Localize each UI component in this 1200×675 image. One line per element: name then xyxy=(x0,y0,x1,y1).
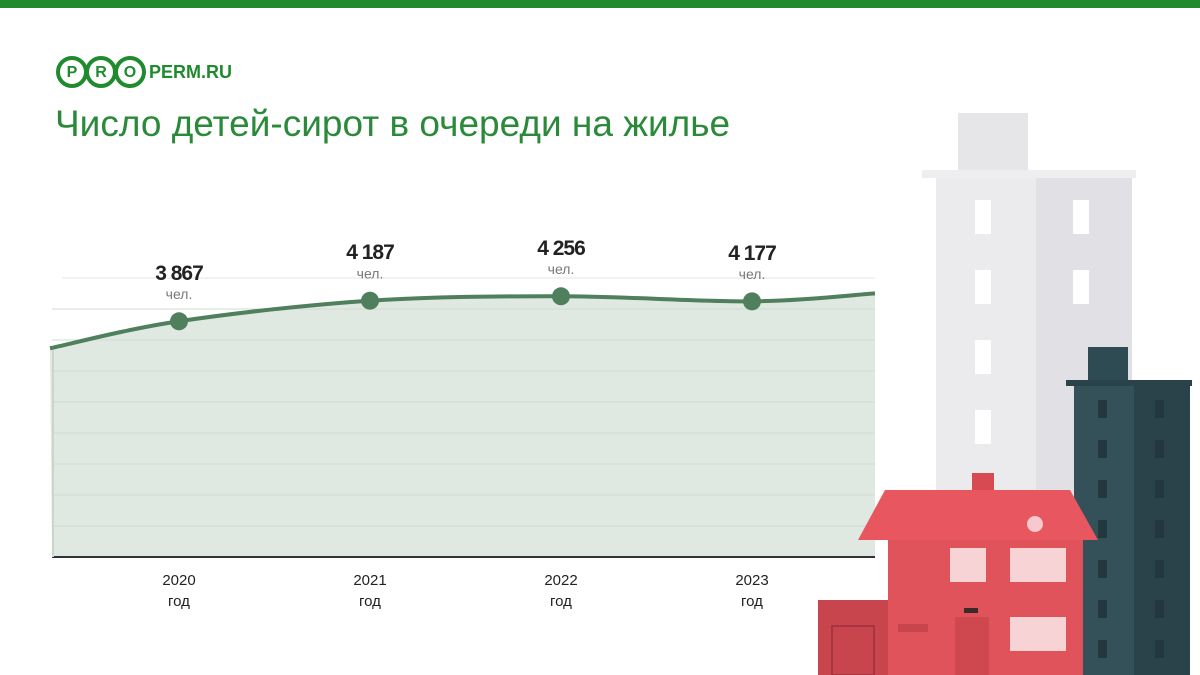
data-point xyxy=(552,287,570,306)
x-tick-suffix: год xyxy=(359,593,381,610)
line-extension xyxy=(49,319,180,351)
x-tick-label: 2021 xyxy=(353,572,386,589)
chart-title: Число детей-сирот в очереди на жилье xyxy=(55,103,730,144)
top-bar xyxy=(0,0,1200,8)
logo-letter: P xyxy=(67,64,78,81)
data-point xyxy=(170,312,188,331)
logo-circle xyxy=(114,56,146,88)
data-line xyxy=(177,294,754,324)
value-label: 4 187 xyxy=(346,241,394,264)
x-tick-label: 2022 xyxy=(544,572,577,589)
unit-label: чел. xyxy=(166,286,193,302)
value-label: 3 867 xyxy=(155,262,203,285)
logo: P R O PERM.RU xyxy=(56,56,232,88)
value-label: 4 177 xyxy=(728,242,776,265)
buildings-illustration xyxy=(818,113,1192,675)
unit-label: чел. xyxy=(548,261,575,277)
data-point xyxy=(361,291,379,310)
area-fill xyxy=(50,293,875,557)
value-label: 4 256 xyxy=(537,237,585,260)
logo-text: PERM.RU xyxy=(149,62,232,82)
line-extension xyxy=(751,291,876,304)
x-tick-label: 2023 xyxy=(735,572,768,589)
unit-label: чел. xyxy=(357,265,384,281)
data-point xyxy=(743,292,761,311)
unit-label: чел. xyxy=(739,266,766,282)
x-tick-label: 2020 xyxy=(162,572,195,589)
logo-letter: R xyxy=(95,64,107,81)
x-tick-suffix: год xyxy=(741,593,763,610)
x-tick-suffix: год xyxy=(168,593,190,610)
x-tick-suffix: год xyxy=(550,593,572,610)
logo-letter: O xyxy=(124,64,136,81)
